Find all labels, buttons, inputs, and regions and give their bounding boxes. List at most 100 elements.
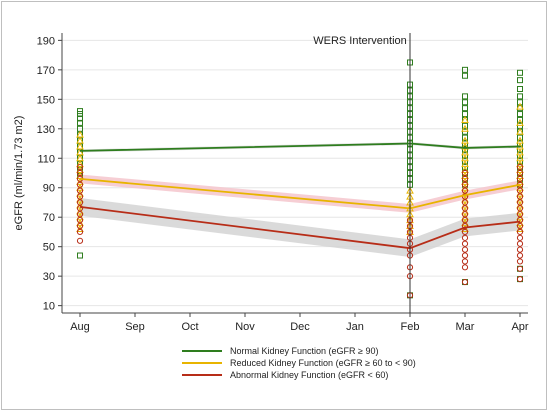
y-tick-label: 30 <box>43 271 55 283</box>
x-tick-label: Dec <box>290 321 310 333</box>
data-point <box>461 181 469 188</box>
data-point <box>462 105 468 112</box>
data-point <box>461 246 469 253</box>
data-point <box>461 160 469 168</box>
data-point <box>461 252 469 259</box>
legend-label-normal: Normal Kidney Function (eGFR ≥ 90) <box>230 346 379 356</box>
data-point <box>77 119 83 126</box>
data-point <box>462 99 468 106</box>
y-axis-title: eGFR (ml/min/1.73 m2) <box>13 116 25 231</box>
data-point <box>516 240 524 247</box>
data-point <box>461 187 469 194</box>
series-line-1 <box>79 177 521 210</box>
data-point <box>516 148 524 156</box>
data-point <box>516 217 524 224</box>
data-point <box>77 115 83 122</box>
data-point <box>461 124 469 132</box>
y-tick-label: 170 <box>37 65 55 77</box>
data-point <box>516 160 524 168</box>
plot-background <box>62 33 528 313</box>
y-tick-label: 10 <box>43 301 55 313</box>
data-point <box>461 211 469 218</box>
data-point <box>461 199 469 206</box>
data-point <box>516 187 524 194</box>
data-point <box>516 118 524 126</box>
series-line-2 <box>79 206 521 250</box>
data-point <box>516 193 524 200</box>
data-point <box>462 66 468 73</box>
data-point <box>461 142 469 150</box>
data-point <box>516 154 524 162</box>
data-point <box>516 127 524 135</box>
data-point <box>516 199 524 206</box>
data-point <box>461 234 469 241</box>
data-point <box>76 205 84 212</box>
data-point <box>76 222 84 230</box>
data-point <box>517 86 523 92</box>
legend: Normal Kidney Function (eGFR ≥ 90) Reduc… <box>182 346 416 380</box>
data-point <box>461 222 469 230</box>
data-point <box>516 265 524 272</box>
x-tick-label: Jan <box>346 321 364 333</box>
data-point <box>517 111 523 118</box>
data-point <box>516 136 524 144</box>
data-point <box>76 130 84 138</box>
x-tick-label: Nov <box>235 321 255 333</box>
y-tick-label: 110 <box>37 153 55 165</box>
axes: 10 30 50 70 90 110 130 150 170 190 Aug Sep Oct Nov Dec… <box>37 33 529 333</box>
data-point <box>461 278 469 286</box>
data-point <box>76 181 84 188</box>
data-point <box>516 175 524 182</box>
data-point <box>516 222 524 230</box>
data-point <box>76 154 84 162</box>
data-point <box>516 228 524 236</box>
x-tick-label: Oct <box>181 321 198 333</box>
data-point <box>76 160 84 168</box>
plot-area <box>62 33 528 313</box>
data-point <box>461 154 469 162</box>
y-tick-label: 90 <box>43 183 55 195</box>
data-point <box>76 217 84 224</box>
data-point <box>76 199 84 206</box>
data-point <box>77 108 83 115</box>
data-point <box>76 193 84 200</box>
x-tick-label: Feb <box>401 321 420 333</box>
series-line-0 <box>79 142 521 152</box>
data-point <box>516 169 524 177</box>
data-point <box>516 211 524 218</box>
data-point <box>461 136 469 144</box>
data-point <box>461 166 469 174</box>
annotation: WERS Intervention <box>313 33 411 313</box>
data-point <box>76 211 84 218</box>
data-point <box>516 164 524 171</box>
data-point <box>76 228 84 236</box>
data-point <box>461 240 469 247</box>
data-point <box>461 115 469 123</box>
y-tick-label: 70 <box>43 212 55 224</box>
x-tick-label: Mar <box>456 321 475 333</box>
data-point <box>516 276 524 283</box>
data-point <box>461 228 469 236</box>
data-point <box>462 72 468 79</box>
data-point <box>461 169 469 177</box>
data-point <box>517 99 523 106</box>
data-point <box>461 175 469 182</box>
data-point <box>461 258 469 265</box>
data-point <box>461 264 469 271</box>
data-point <box>76 142 84 150</box>
data-point <box>76 136 84 144</box>
data-point <box>76 169 84 177</box>
data-points <box>76 59 524 299</box>
data-point <box>517 116 523 123</box>
y-tick-label: 150 <box>37 94 55 106</box>
data-point <box>517 93 523 100</box>
y-tick-label: 190 <box>37 35 55 47</box>
data-point <box>76 187 84 194</box>
data-point <box>461 217 469 224</box>
data-point <box>517 69 523 76</box>
data-point <box>516 205 524 212</box>
x-tick-label: Aug <box>70 321 90 333</box>
data-point <box>461 148 469 156</box>
data-point <box>516 102 524 110</box>
